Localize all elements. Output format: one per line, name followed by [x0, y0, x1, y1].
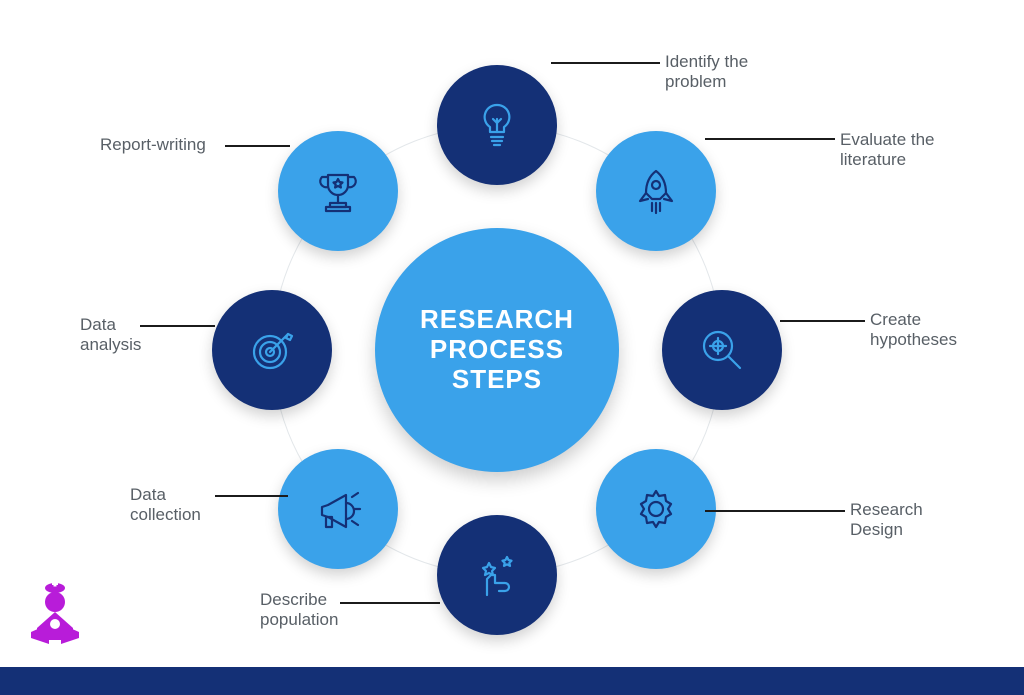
trophy-icon — [312, 165, 364, 217]
rocket-icon — [630, 165, 682, 217]
step-label-collection: Datacollection — [130, 485, 201, 526]
connector-collection — [215, 495, 288, 497]
step-label-analysis: Dataanalysis — [80, 315, 141, 356]
megaphone-icon — [312, 483, 364, 535]
step-node-collection — [278, 449, 398, 569]
center-title: RESEARCH PROCESS STEPS — [420, 305, 574, 395]
step-label-identify: Identify theproblem — [665, 52, 748, 93]
footer-bar — [0, 667, 1024, 695]
center-title-line2: PROCESS — [420, 335, 574, 365]
step-node-evaluate — [596, 131, 716, 251]
connector-design — [705, 510, 845, 512]
gear-icon — [630, 483, 682, 535]
hand-stars-icon — [471, 549, 523, 601]
step-label-population: Describepopulation — [260, 590, 338, 631]
research-process-diagram: RESEARCH PROCESS STEPS Identify theprobl… — [0, 0, 1024, 695]
connector-hypotheses — [780, 320, 865, 322]
center-title-line1: RESEARCH — [420, 305, 574, 335]
step-node-population — [437, 515, 557, 635]
step-node-analysis — [212, 290, 332, 410]
center-title-line3: STEPS — [420, 365, 574, 395]
lightbulb-icon — [471, 99, 523, 151]
connector-evaluate — [705, 138, 835, 140]
step-label-report: Report-writing — [100, 135, 206, 155]
center-circle: RESEARCH PROCESS STEPS — [375, 228, 619, 472]
connector-report — [225, 145, 290, 147]
step-node-hypotheses — [662, 290, 782, 410]
step-node-identify — [437, 65, 557, 185]
target-icon — [246, 324, 298, 376]
nurse-mascot-icon — [25, 578, 85, 653]
step-label-evaluate: Evaluate theliterature — [840, 130, 935, 171]
step-label-hypotheses: Createhypotheses — [870, 310, 957, 351]
magnifier-icon — [696, 324, 748, 376]
connector-identify — [551, 62, 660, 64]
connector-population — [340, 602, 440, 604]
connector-analysis — [140, 325, 215, 327]
step-node-design — [596, 449, 716, 569]
step-node-report — [278, 131, 398, 251]
step-label-design: ResearchDesign — [850, 500, 923, 541]
